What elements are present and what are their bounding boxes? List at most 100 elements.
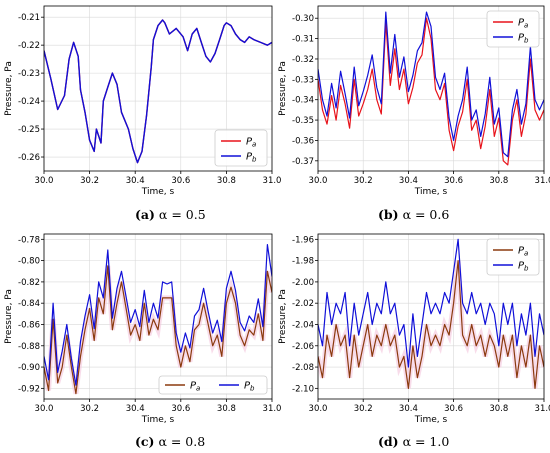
- caption-c: (c) α = 0.8: [135, 434, 205, 449]
- y-tick-label: -0.34: [292, 96, 314, 106]
- y-tick-label: -0.26: [18, 153, 40, 163]
- legend-label: Pa: [246, 137, 256, 149]
- x-tick-label: 30.2: [80, 404, 99, 414]
- y-axis-label: Pressure, Pa: [4, 61, 14, 116]
- plot-frame: [317, 5, 545, 172]
- plot-frame: [43, 5, 273, 172]
- plot-frame: [317, 233, 545, 400]
- x-tick-label: 30.4: [126, 176, 145, 186]
- x-tick-label: 31.0: [535, 176, 550, 186]
- y-tick-label: -0.36: [292, 136, 314, 146]
- y-tick-label: -0.78: [18, 235, 40, 245]
- y-tick-label: -0.88: [18, 342, 40, 352]
- legend: Pa Pb: [158, 375, 268, 395]
- legend-label: Pb: [244, 381, 255, 393]
- legend-box: [486, 238, 540, 276]
- y-tick-label: -0.22: [18, 41, 40, 51]
- x-tick-label: 30.0: [309, 176, 328, 186]
- series-line-pb: [44, 19, 272, 164]
- plot-frame: [43, 233, 273, 400]
- y-tick-label: -2.04: [292, 320, 314, 330]
- caption-tag: (c): [135, 434, 155, 449]
- x-axis-label: Time, s: [141, 415, 175, 425]
- chart-panel-d: 30.0 30.2 30.4 30.6 30.8 31.0 -1.96 -1.98 -2.00 -…: [278, 233, 550, 425]
- caption-text: α = 0.8: [158, 434, 206, 449]
- legend-label: Pa: [190, 381, 200, 393]
- caption-text: α = 1.0: [402, 434, 450, 449]
- legend: Pa Pb: [486, 238, 540, 276]
- y-tick-label: -2.08: [292, 363, 314, 373]
- x-tick-label: 30.0: [35, 404, 54, 414]
- x-tick-label: 30.8: [217, 176, 236, 186]
- y-tick-label: -0.25: [18, 125, 40, 135]
- chart-panel-a: 30.0 30.2 30.4 30.6 30.8 31.0 -0.21 -0.22 -0.23 -…: [4, 5, 282, 197]
- x-tick-label: 30.8: [217, 404, 236, 414]
- y-tick-label: -0.35: [292, 116, 314, 126]
- series-line-pb: [318, 238, 544, 368]
- x-axis-label: Time, s: [414, 187, 448, 197]
- y-tick-label: -0.84: [18, 299, 40, 309]
- legend-box: [214, 129, 268, 167]
- x-axis-label: Time, s: [141, 187, 175, 197]
- caption-text: α = 0.6: [402, 207, 450, 222]
- series-line-pa: [318, 260, 544, 389]
- y-tick-label: -2.02: [292, 299, 314, 309]
- y-tick-label: -2.06: [292, 342, 314, 352]
- x-tick-label: 30.4: [126, 404, 145, 414]
- y-tick-label: -0.31: [292, 35, 314, 45]
- y-tick-label: -0.21: [18, 13, 40, 23]
- y-tick-label: -1.98: [292, 257, 314, 267]
- x-axis-label: Time, s: [414, 415, 448, 425]
- y-tick-label: -0.86: [18, 320, 40, 330]
- x-tick-label: 30.2: [80, 176, 99, 186]
- x-tick-label: 31.0: [263, 176, 282, 186]
- legend-box: [158, 375, 268, 395]
- series-line-pb: [44, 244, 272, 386]
- y-axis-label: Pressure, Pa: [278, 61, 288, 116]
- y-tick-label: -0.92: [18, 384, 40, 394]
- y-tick-label: -0.33: [292, 75, 314, 85]
- caption-text: α = 0.5: [158, 207, 206, 222]
- caption-d: (d) α = 1.0: [378, 434, 449, 449]
- caption-tag: (a): [135, 207, 155, 222]
- y-tick-label: -1.96: [292, 235, 314, 245]
- legend-label: Pb: [518, 33, 529, 45]
- y-tick-label: -0.82: [18, 278, 40, 288]
- y-tick-label: -0.80: [18, 257, 40, 267]
- x-tick-label: 30.4: [399, 176, 418, 186]
- y-tick-label: -0.23: [18, 69, 40, 79]
- legend: Pa Pb: [214, 129, 268, 167]
- x-tick-label: 30.8: [489, 176, 508, 186]
- series-line-pa: [318, 17, 544, 166]
- y-tick-label: -0.37: [292, 157, 314, 167]
- caption-tag: (b): [378, 207, 399, 222]
- y-tick-label: -2.10: [292, 384, 314, 394]
- legend-box: [486, 10, 540, 48]
- x-tick-label: 31.0: [535, 404, 550, 414]
- x-tick-label: 30.0: [35, 176, 54, 186]
- legend-label: Pa: [518, 18, 528, 30]
- series-line-pa: [44, 265, 272, 395]
- x-tick-label: 30.2: [354, 176, 373, 186]
- y-tick-label: -2.00: [292, 278, 314, 288]
- y-axis-label: Pressure, Pa: [278, 289, 288, 344]
- x-tick-label: 30.6: [444, 176, 463, 186]
- legend-label: Pb: [518, 261, 529, 273]
- caption-tag: (d): [378, 434, 399, 449]
- caption-a: (a) α = 0.5: [135, 207, 206, 222]
- y-tick-label: -0.30: [292, 14, 314, 24]
- x-tick-label: 30.6: [171, 404, 190, 414]
- x-tick-label: 30.6: [171, 176, 190, 186]
- x-tick-label: 31.0: [263, 404, 282, 414]
- legend-label: Pb: [246, 152, 257, 164]
- y-axis-label: Pressure, Pa: [4, 289, 14, 344]
- x-tick-label: 30.4: [399, 404, 418, 414]
- caption-b: (b) α = 0.6: [378, 207, 449, 222]
- x-tick-label: 30.0: [309, 404, 328, 414]
- legend: Pa Pb: [486, 10, 540, 48]
- legend-label: Pa: [518, 246, 528, 258]
- chart-panel-b: 30.0 30.2 30.4 30.6 30.8 31.0 -0.30 -0.31 -0.32 -…: [278, 5, 550, 197]
- x-tick-label: 30.6: [444, 404, 463, 414]
- series-line-pb: [318, 11, 544, 158]
